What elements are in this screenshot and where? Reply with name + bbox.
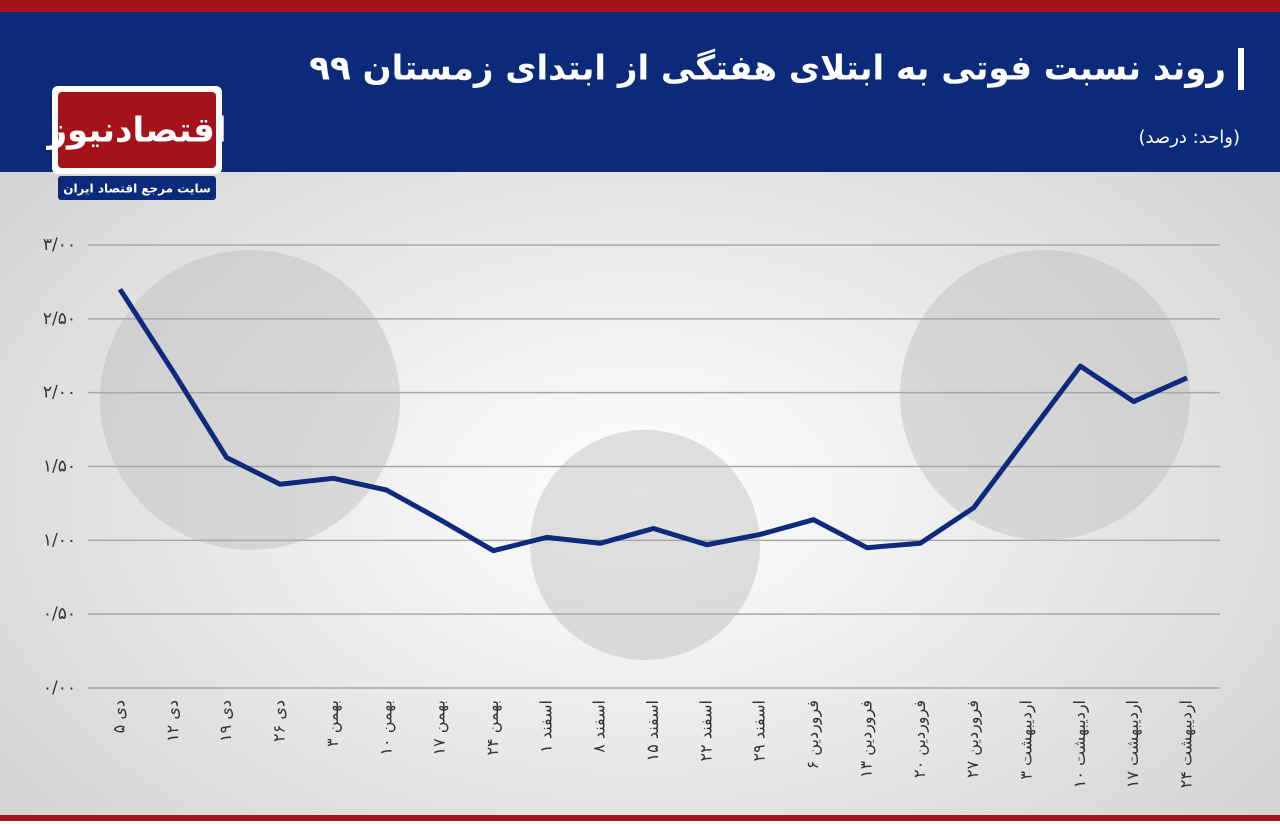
x-tick-label: ۲۰ فروردین bbox=[910, 700, 930, 778]
logo-tagline: سایت مرجع اقتصاد ایران bbox=[63, 182, 211, 196]
chart-title: روند نسبت فوتی به ابتلای هفتگی از ابتدای… bbox=[309, 49, 1226, 89]
logo-box bbox=[58, 92, 216, 168]
data-line bbox=[117, 287, 1189, 554]
x-tick-label: ۱۷ اردیبهشت bbox=[1123, 700, 1143, 788]
title-bar bbox=[1238, 48, 1244, 90]
bottom-stripe bbox=[0, 815, 1280, 821]
x-tick-label: ۱۷ بهمن bbox=[430, 700, 450, 756]
x-tick-label: ۱۰ اردیبهشت bbox=[1070, 700, 1090, 788]
x-tick-label: ۱۵ اسفند bbox=[643, 700, 662, 761]
top-stripe bbox=[0, 0, 1280, 12]
y-tick-label: ۰/۰۰ bbox=[43, 678, 76, 698]
x-tick-label: ۳ اردیبهشت bbox=[1016, 700, 1036, 780]
y-tick-label: ۲/۵۰ bbox=[43, 309, 76, 329]
x-tick-label: ۲۶ دی bbox=[270, 700, 289, 742]
y-tick-label: ۲/۰۰ bbox=[43, 383, 76, 403]
x-tick-label: ۶ فروردین bbox=[803, 700, 823, 769]
y-tick-label: ۰/۵۰ bbox=[43, 604, 76, 624]
x-tick-label: ۲۷ فروردین bbox=[963, 700, 983, 778]
x-tick-label: ۵ دی bbox=[110, 700, 129, 733]
x-tick-label: ۲۴ اردیبهشت bbox=[1177, 700, 1197, 788]
logo-name: اقتصادنیوز bbox=[45, 111, 226, 151]
x-tick-label: ۱۲ دی bbox=[163, 700, 182, 742]
x-tick-label: ۱۳ فروردین bbox=[856, 700, 876, 778]
y-tick-label: ۳/۰۰ bbox=[43, 235, 76, 255]
x-tick-label: ۲۹ اسفند bbox=[750, 700, 769, 761]
x-tick-label: ۱ اسفند bbox=[536, 700, 555, 753]
chart-subtitle: (واحد: درصد) bbox=[1138, 127, 1240, 148]
x-tick-label: ۱۹ دی bbox=[216, 700, 235, 742]
x-tick-label: ۸ اسفند bbox=[590, 700, 609, 753]
y-tick-label: ۱/۵۰ bbox=[43, 457, 76, 477]
x-tick-label: ۲۲ اسفند bbox=[696, 700, 715, 761]
y-tick-label: ۱/۰۰ bbox=[43, 530, 76, 550]
x-tick-label: ۳ بهمن bbox=[323, 700, 343, 747]
logo-tagline-box bbox=[58, 176, 216, 200]
x-tick-label: ۱۰ بهمن bbox=[376, 700, 396, 756]
virus-decoration bbox=[100, 250, 1190, 660]
x-tick-label: ۲۴ بهمن bbox=[483, 700, 503, 756]
